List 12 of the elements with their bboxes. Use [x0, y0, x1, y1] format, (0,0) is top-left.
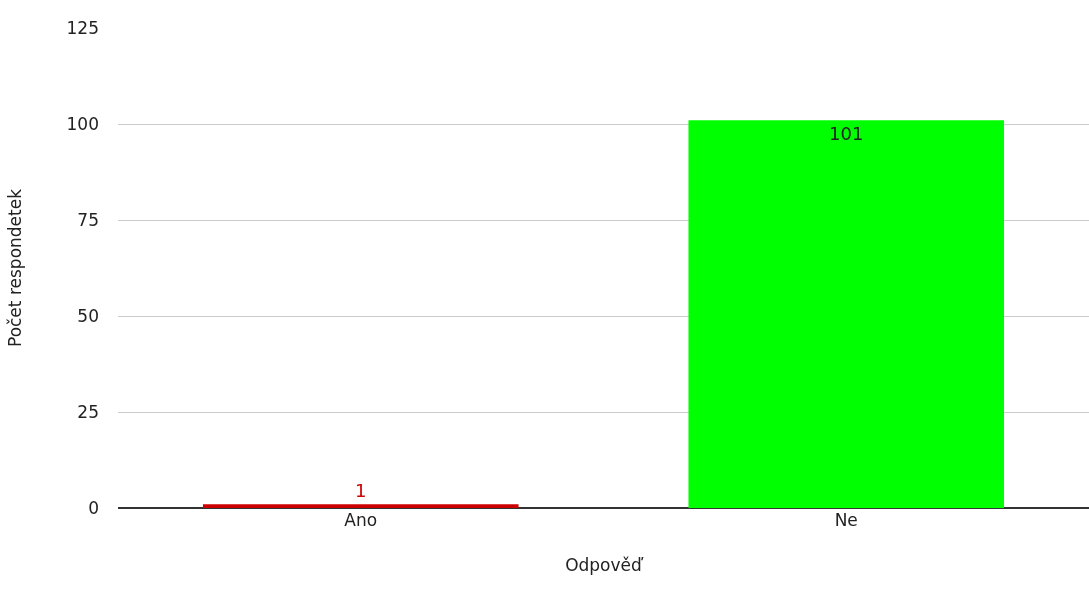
y-tick-label: 125	[66, 17, 99, 38]
x-tick-label: Ano	[344, 510, 378, 530]
y-axis-title: Počet respondetek	[5, 188, 26, 348]
y-tick-label: 75	[77, 209, 99, 230]
data-label: 1	[355, 480, 367, 502]
y-tick-label: 25	[77, 401, 99, 422]
y-tick-label: 50	[77, 305, 99, 326]
x-tick-label: Ne	[834, 510, 858, 530]
y-tick-label: 0	[88, 497, 99, 518]
x-axis-title: Odpověď	[565, 555, 645, 576]
y-tick-label: 100	[66, 113, 99, 134]
data-label: 101	[829, 123, 864, 145]
